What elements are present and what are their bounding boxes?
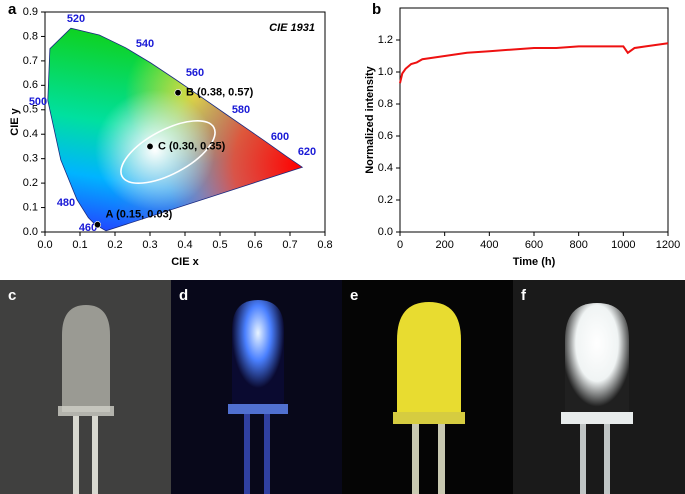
point-label: C (0.30, 0.35) bbox=[158, 140, 226, 152]
photo-label: e bbox=[350, 287, 358, 304]
intensity-line bbox=[399, 42, 669, 84]
wavelength-label: 460 bbox=[79, 222, 97, 234]
x-tick-label: 200 bbox=[435, 239, 453, 251]
x-tick-label: 0.0 bbox=[37, 239, 52, 251]
panel-label: b bbox=[372, 1, 381, 18]
x-tick-label: 0.6 bbox=[247, 239, 262, 251]
photo-label: d bbox=[179, 287, 188, 304]
wavelength-label: 560 bbox=[186, 67, 204, 79]
white-region bbox=[120, 120, 216, 184]
x-tick-label: 0.7 bbox=[282, 239, 297, 251]
x-tick-label: 0.3 bbox=[142, 239, 157, 251]
photo-d bbox=[171, 280, 342, 494]
wavelength-label: 520 bbox=[67, 13, 85, 25]
data-point bbox=[94, 221, 102, 229]
y-tick-label: 0.3 bbox=[23, 153, 38, 165]
y-tick-label: 0.0 bbox=[378, 226, 393, 238]
y-tick-label: 0.4 bbox=[378, 162, 393, 174]
x-tick-label: 400 bbox=[480, 239, 498, 251]
y-tick-label: 0.8 bbox=[23, 30, 38, 42]
x-tick-label: 0.5 bbox=[212, 239, 227, 251]
y-tick-label: 0.0 bbox=[23, 226, 38, 238]
photo-label: c bbox=[8, 287, 16, 304]
y-tick-label: 1.0 bbox=[378, 66, 393, 78]
point-label: A (0.15, 0.03) bbox=[106, 209, 173, 221]
plot-frame bbox=[399, 7, 669, 233]
y-axis-label: CIE y bbox=[9, 107, 21, 135]
y-tick-label: 0.4 bbox=[23, 128, 38, 140]
wavelength-label: 540 bbox=[136, 38, 154, 50]
x-tick-label: 0.8 bbox=[317, 239, 332, 251]
point-label: B (0.38, 0.57) bbox=[186, 87, 254, 99]
photo-f bbox=[513, 280, 685, 494]
x-tick-label: 0 bbox=[397, 239, 403, 251]
y-tick-label: 0.2 bbox=[378, 194, 393, 206]
data-point bbox=[146, 142, 154, 150]
wavelength-label: 500 bbox=[29, 96, 47, 108]
photo-e bbox=[342, 280, 513, 494]
x-axis-label: CIE x bbox=[171, 256, 199, 268]
y-axis-label: Normalized intensity bbox=[364, 65, 376, 173]
x-axis-label: Time (h) bbox=[513, 256, 556, 268]
y-tick-label: 0.7 bbox=[23, 55, 38, 67]
spectral-locus bbox=[47, 27, 304, 232]
photo-label: f bbox=[521, 287, 527, 304]
panel-label: a bbox=[8, 1, 17, 18]
y-tick-label: 0.1 bbox=[23, 201, 38, 213]
wavelength-label: 600 bbox=[271, 131, 289, 143]
wavelength-label: 480 bbox=[57, 197, 75, 209]
y-tick-label: 0.6 bbox=[378, 130, 393, 142]
x-tick-label: 800 bbox=[569, 239, 587, 251]
x-tick-label: 0.2 bbox=[107, 239, 122, 251]
y-tick-label: 0.6 bbox=[23, 79, 38, 91]
x-tick-label: 0.4 bbox=[177, 239, 192, 251]
chromaticity-gamut bbox=[47, 28, 303, 231]
x-tick-label: 1200 bbox=[656, 239, 680, 251]
data-point bbox=[174, 89, 182, 97]
wavelength-label: 620 bbox=[298, 146, 316, 158]
annotation: CIE 1931 bbox=[269, 22, 315, 34]
x-tick-label: 600 bbox=[525, 239, 543, 251]
y-tick-label: 1.2 bbox=[378, 34, 393, 46]
x-tick-label: 1000 bbox=[611, 239, 635, 251]
photo-c bbox=[0, 280, 171, 494]
y-tick-label: 0.5 bbox=[23, 104, 38, 116]
y-tick-label: 0.8 bbox=[378, 98, 393, 110]
y-tick-label: 0.9 bbox=[23, 6, 38, 18]
y-tick-label: 0.2 bbox=[23, 177, 38, 189]
wavelength-label: 580 bbox=[232, 104, 250, 116]
x-tick-label: 0.1 bbox=[72, 239, 87, 251]
